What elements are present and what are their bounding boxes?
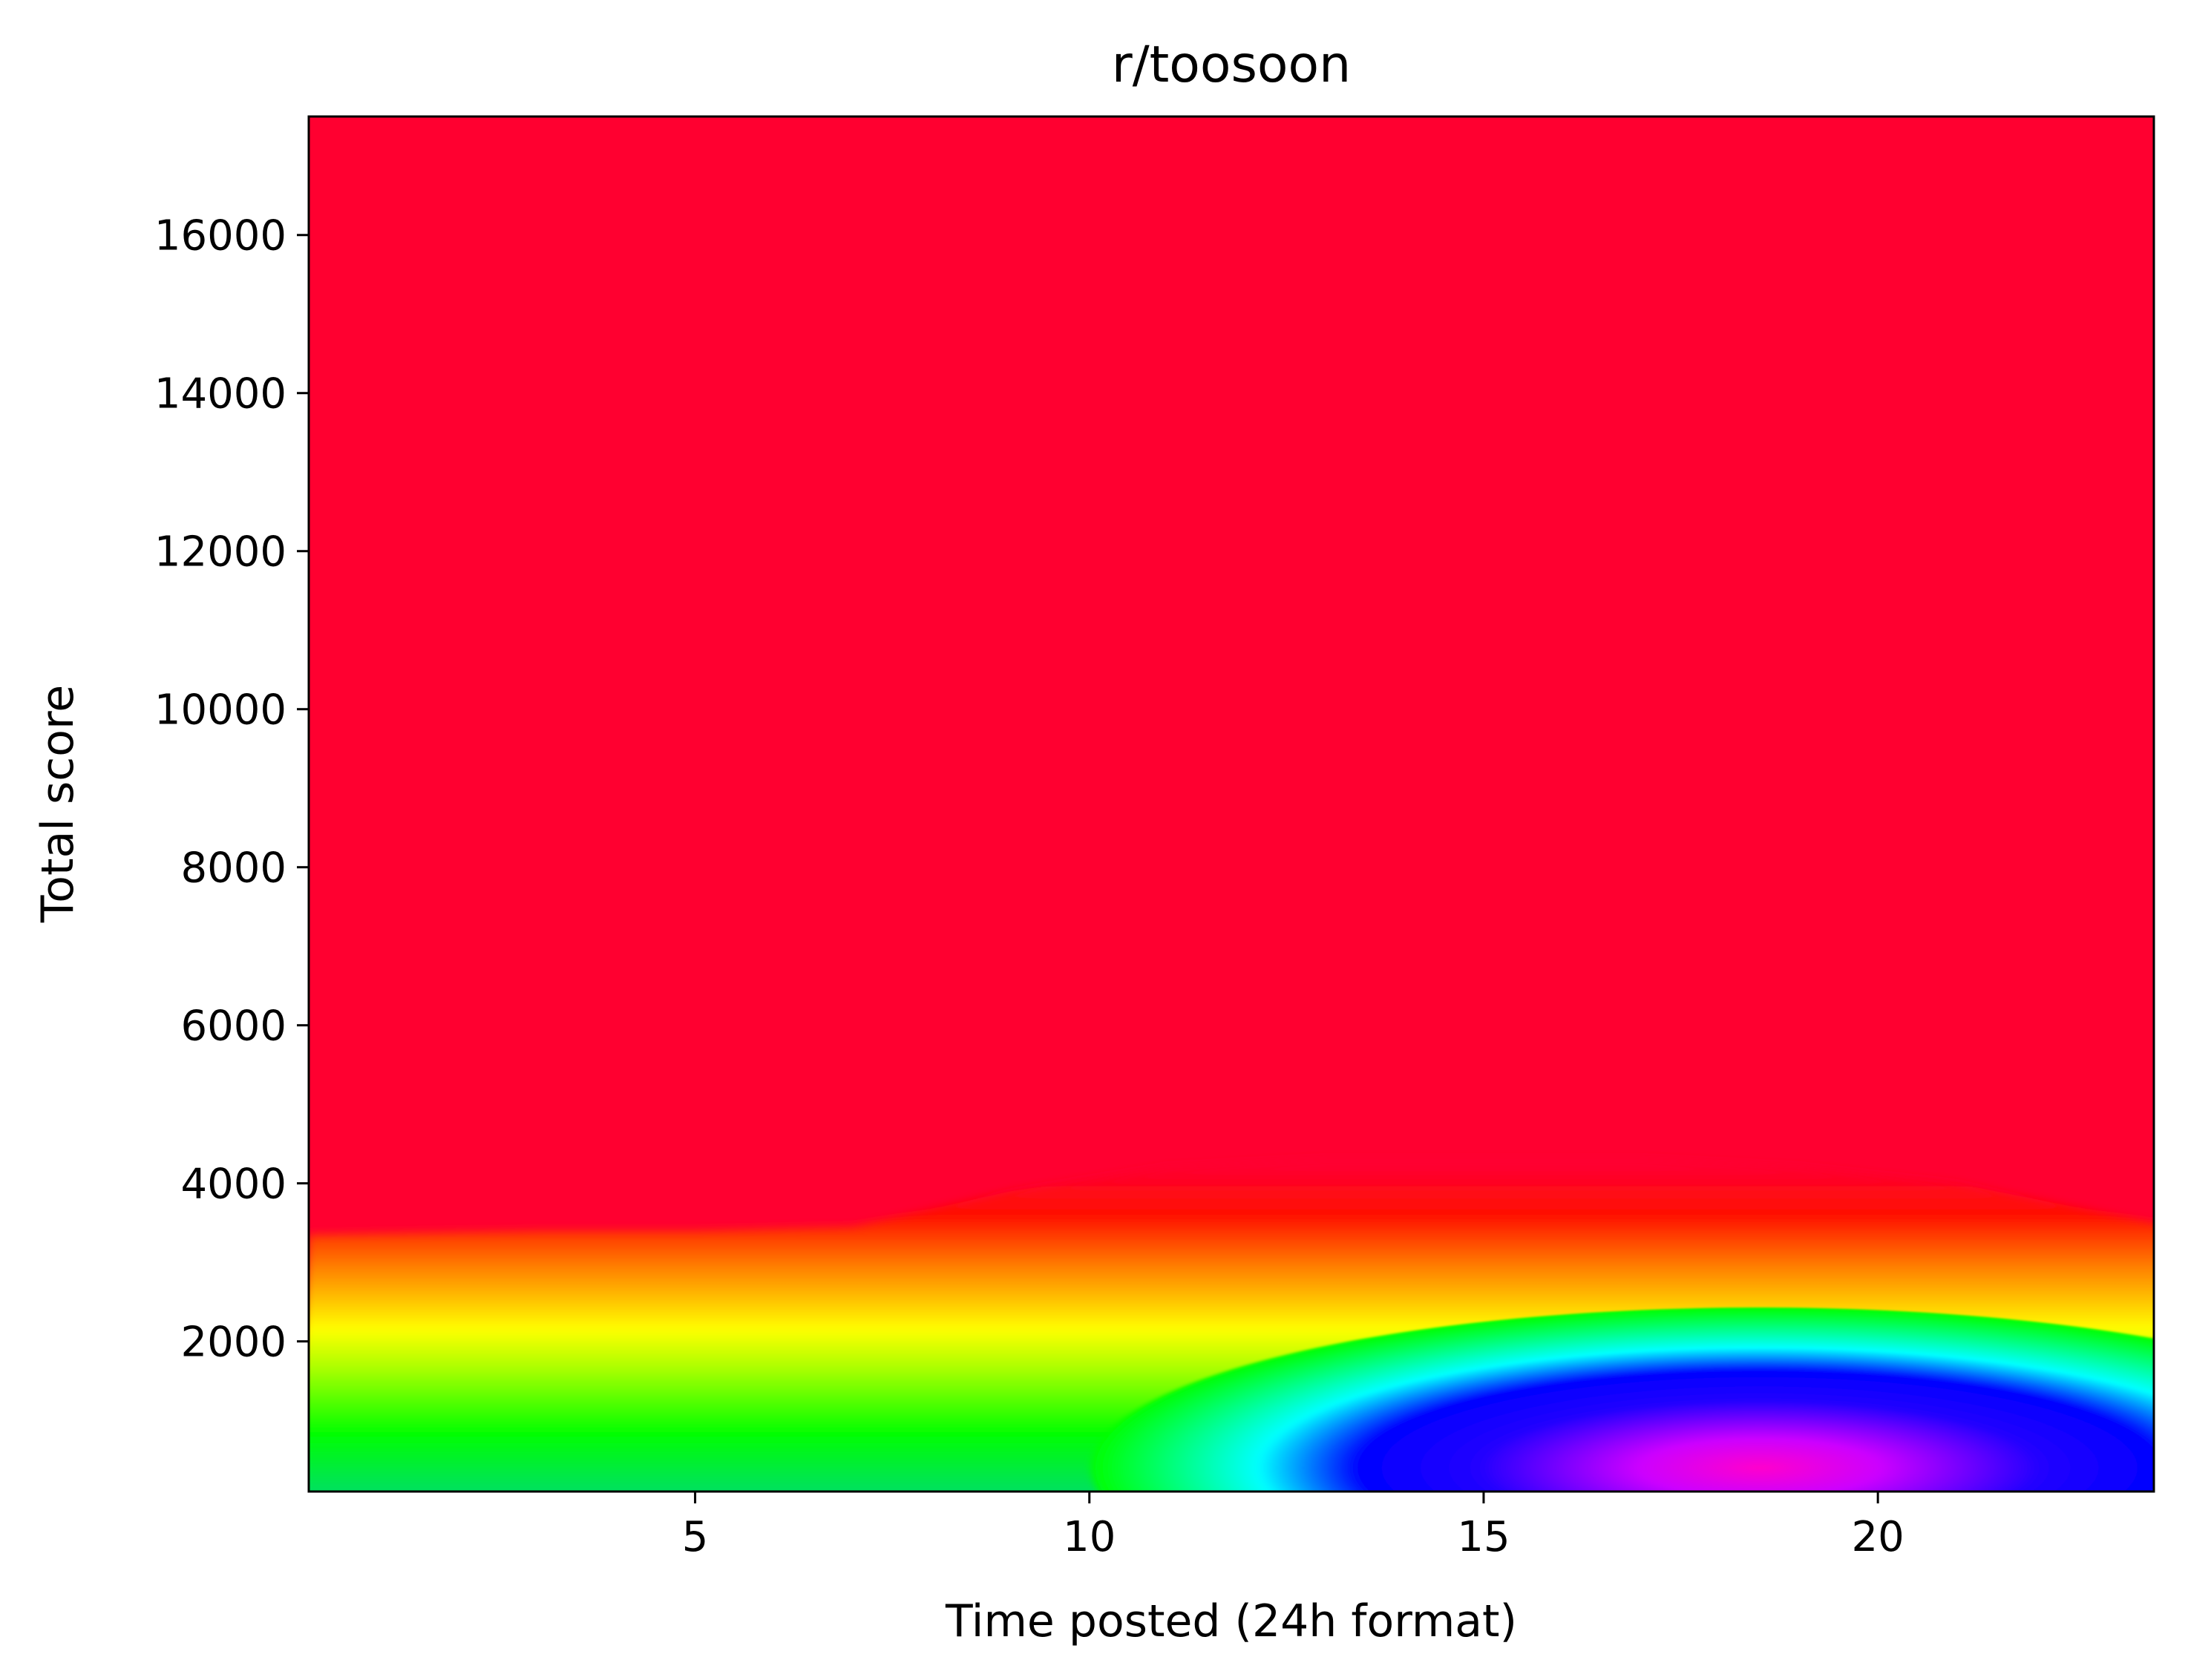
heatmap-field bbox=[309, 117, 2154, 1492]
y-tick-label: 2000 bbox=[180, 1319, 286, 1367]
y-tick-label: 12000 bbox=[154, 528, 286, 577]
y-tick-label: 10000 bbox=[154, 686, 286, 735]
y-axis: 2000 4000 6000 8000 10000 12000 14000 16000 bbox=[154, 212, 309, 1367]
y-axis-label: Total score bbox=[32, 685, 84, 923]
plot-frame bbox=[307, 115, 2155, 1493]
x-tick-label: 20 bbox=[1852, 1513, 1904, 1561]
x-tick-label: 15 bbox=[1457, 1513, 1510, 1561]
x-axis: 5 10 15 20 bbox=[682, 1492, 1904, 1561]
y-tick-label: 4000 bbox=[180, 1161, 286, 1209]
y-tick-label: 14000 bbox=[154, 370, 286, 419]
minimum-basin bbox=[1092, 1307, 2154, 1492]
y-tick-label: 6000 bbox=[180, 1003, 286, 1051]
x-tick-label: 5 bbox=[682, 1513, 709, 1561]
x-axis-label: Time posted (24h format) bbox=[945, 1595, 1517, 1647]
plot-area bbox=[309, 117, 2154, 1492]
y-tick-label: 8000 bbox=[180, 844, 286, 893]
chart-title: r/toosoon bbox=[1112, 36, 1351, 94]
x-tick-label: 10 bbox=[1063, 1513, 1116, 1561]
y-tick-label: 16000 bbox=[154, 212, 286, 260]
